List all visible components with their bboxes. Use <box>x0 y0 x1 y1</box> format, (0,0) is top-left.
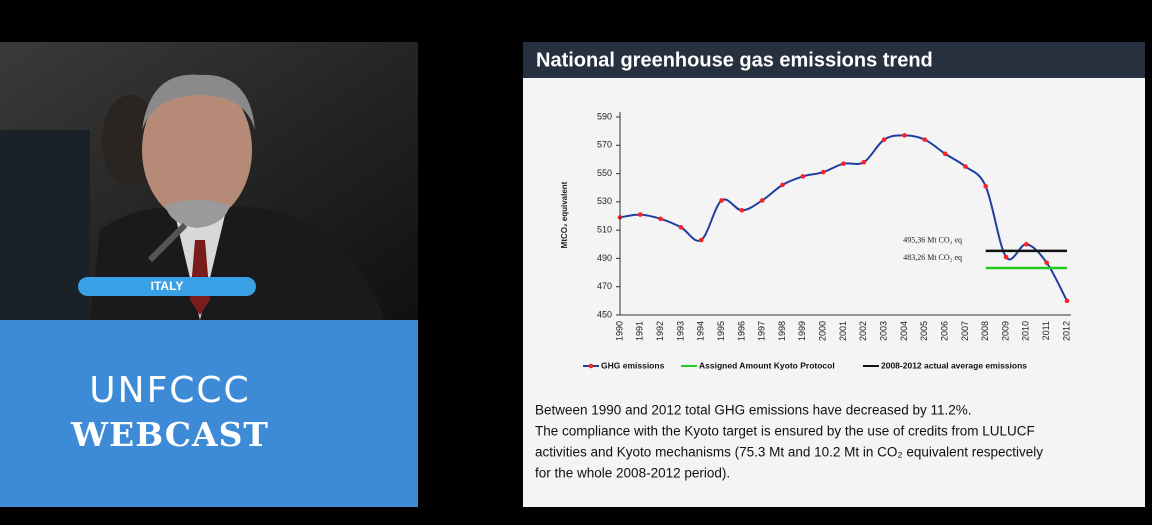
y-tick-label: 510 <box>597 225 612 235</box>
point <box>739 208 745 213</box>
legend-label: 2008-2012 actual average emissions <box>881 360 1027 370</box>
x-tick-label: 1992 <box>655 321 665 341</box>
chair <box>0 130 90 320</box>
branding-panel <box>0 320 418 507</box>
annotation: 483,26 Mt CO₂ eq <box>903 253 962 262</box>
point <box>678 225 684 230</box>
x-tick-label: 2002 <box>858 321 868 341</box>
point <box>719 198 724 203</box>
slide-text: The compliance with the Kyoto target is … <box>535 424 1035 439</box>
point <box>820 169 826 175</box>
x-tick-label: 2011 <box>1041 321 1051 340</box>
x-tick-label: 1990 <box>614 321 624 341</box>
y-tick-label: 450 <box>597 309 612 319</box>
point <box>759 198 765 203</box>
point <box>922 137 928 142</box>
point <box>841 161 846 166</box>
x-tick-label: 1997 <box>757 321 767 341</box>
microphone <box>147 222 188 263</box>
x-tick-label: 2004 <box>899 321 909 341</box>
x-tick-label: 1993 <box>675 321 685 341</box>
slide-text: Between 1990 and 2012 total GHG emission… <box>535 403 972 418</box>
hair <box>142 74 255 130</box>
x-tick-label: 1996 <box>736 321 746 341</box>
legend-label: Assigned Amount Kyoto Protocol <box>699 360 835 370</box>
brand-line2: WEBCAST <box>70 415 269 454</box>
point <box>800 174 806 179</box>
caption-pill <box>78 277 256 296</box>
x-tick-label: 2009 <box>1000 321 1010 341</box>
x-tick-label: 1999 <box>797 321 807 341</box>
y-tick-label: 530 <box>597 196 612 206</box>
point <box>658 216 663 222</box>
slide-title-bar <box>523 42 1145 78</box>
annotation: 495,36 Mt CO₂ eq <box>903 236 962 245</box>
brand-line1: UNFCCC <box>89 370 250 411</box>
slide-title: National greenhouse gas emissions trend <box>536 49 933 71</box>
point <box>638 212 643 217</box>
caption: ITALY <box>151 279 184 293</box>
x-tick-label: 1995 <box>716 321 726 341</box>
head <box>142 78 252 222</box>
y-axis-label: MtCO₂ equivalent <box>560 181 569 248</box>
point <box>942 151 948 157</box>
x-tick-label: 2012 <box>1061 321 1071 341</box>
x-tick-label: 2006 <box>939 321 949 341</box>
point <box>983 184 989 189</box>
point <box>698 237 704 243</box>
legend-label: GHG emissions <box>601 360 665 370</box>
x-tick-label: 2001 <box>838 321 848 341</box>
legend-marker <box>588 363 594 369</box>
y-tick-label: 490 <box>597 253 612 263</box>
point <box>902 133 907 138</box>
point <box>861 159 867 165</box>
slide <box>523 42 1145 507</box>
x-tick-label: 2003 <box>879 321 889 341</box>
x-tick-label: 2000 <box>818 321 828 341</box>
x-tick-label: 2007 <box>960 321 970 341</box>
x-tick-label: 1994 <box>696 321 706 341</box>
point <box>780 182 785 188</box>
point <box>1003 254 1009 260</box>
point <box>1044 260 1049 265</box>
slide-text: activities and Kyoto mechanisms (75.3 Mt… <box>535 445 1043 460</box>
x-tick-label: 1998 <box>777 321 787 341</box>
point <box>1024 241 1029 247</box>
x-tick-label: 2005 <box>919 321 929 341</box>
point <box>881 137 887 142</box>
x-tick-label: 2008 <box>980 321 990 341</box>
x-tick-label: 1991 <box>635 321 645 341</box>
slide-text: for the whole 2008-2012 period). <box>535 466 730 481</box>
point <box>1064 298 1070 304</box>
y-tick-label: 590 <box>597 111 612 121</box>
x-tick-label: 2010 <box>1021 321 1031 341</box>
beard <box>165 200 230 228</box>
y-tick-label: 470 <box>597 281 612 291</box>
y-tick-label: 550 <box>597 168 612 178</box>
y-tick-label: 570 <box>597 140 612 150</box>
video-feed: ITALY <box>0 42 418 320</box>
point <box>963 164 968 169</box>
